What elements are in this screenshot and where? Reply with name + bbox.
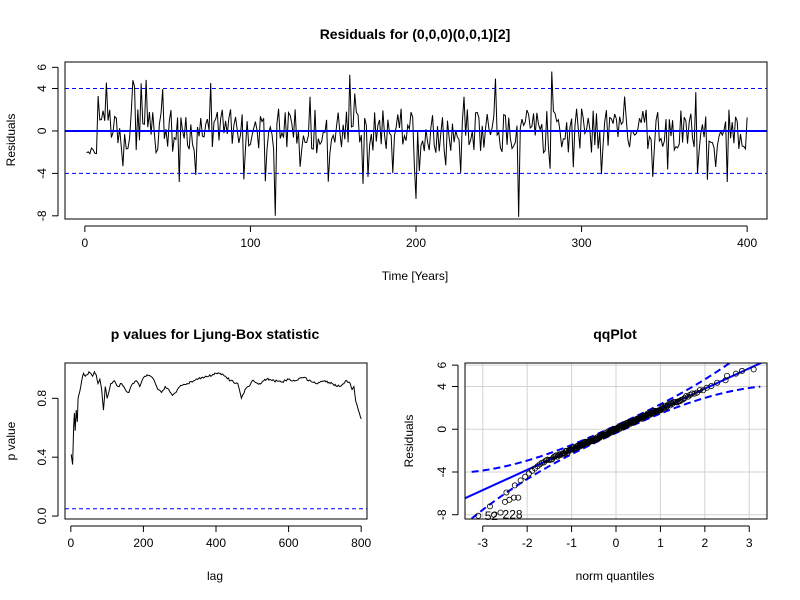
ljung-box-title: p values for Ljung-Box statistic (111, 326, 320, 342)
residuals-ylabel: Residuals (4, 114, 18, 167)
qqplot-point-label: 52 (485, 509, 499, 523)
qqplot-point (664, 403, 671, 410)
residuals-plot-box (64, 61, 768, 220)
qqplot-x-tick-label: 0 (613, 536, 620, 550)
residuals-y-tick-label: -4 (35, 168, 49, 179)
qqplot-y-tick-label: 6 (435, 361, 449, 368)
qqplot-point (696, 387, 703, 394)
ljung-box-x-tick-label: 0 (67, 536, 74, 550)
qqplot-x-tick-label: -1 (566, 536, 577, 550)
qqplot-y-tick-label: -4 (435, 466, 449, 477)
qqplot-point (517, 477, 524, 484)
residuals-x-tick-label: 300 (572, 236, 592, 250)
qqplot-point (511, 482, 518, 489)
qqplot-point (708, 382, 715, 389)
qqplot-point (732, 370, 739, 377)
qqplot-point-label: 228 (503, 508, 523, 522)
qqplot-box (464, 362, 768, 520)
residuals-y-tick-label: 0 (35, 127, 49, 134)
qqplot-point (679, 396, 686, 403)
qqplot-point (724, 372, 731, 379)
qqplot-x-tick-label: 2 (701, 536, 708, 550)
qqplot-y-tick-label: 4 (435, 383, 449, 390)
ljung-box-x-tick-label: 400 (206, 536, 226, 550)
qqplot-title: qqPlot (593, 326, 637, 342)
qqplot-x-tick-label: 3 (746, 536, 753, 550)
qqplot-point (676, 398, 683, 405)
qqplot-point (553, 452, 560, 459)
residuals-series-line (86, 71, 748, 217)
residuals-title: Residuals for (0,0,0)(0,0,1)[2] (320, 26, 511, 42)
residuals-x-tick-label: 100 (240, 236, 260, 250)
ljung-box-y-tick-label: 0.4 (35, 449, 49, 466)
qqplot-point (490, 511, 497, 518)
residuals-x-tick-label: 200 (406, 236, 426, 250)
ljung-box-xlabel: lag (207, 569, 223, 583)
ljung-box-pvalue-line (70, 370, 362, 465)
qqplot-point (750, 366, 757, 373)
qqplot-point (503, 489, 510, 496)
residuals-x-tick-label: 400 (737, 236, 757, 250)
qqplot-point (510, 494, 517, 501)
ljung-box-x-tick-label: 600 (279, 536, 299, 550)
qqplot-ylabel: Residuals (402, 415, 416, 468)
qqplot-point (475, 512, 482, 519)
residuals-time-series-plot: Residuals for (0,0,0)(0,0,1)[2] Time [Ye… (4, 26, 768, 283)
residuals-y-tick-label: 4 (35, 85, 49, 92)
qqplot-point (497, 509, 504, 516)
qqplot-point (486, 503, 493, 510)
residuals-xlabel: Time [Years] (382, 269, 448, 283)
qqplot-upper-band (471, 363, 732, 473)
residuals-y-tick-label: -8 (35, 210, 49, 221)
qqplot-x-tick-label: -3 (477, 536, 488, 550)
residuals-y-tick-label: 6 (35, 64, 49, 71)
qqplot-point (739, 367, 746, 374)
qqplot-y-tick-label: 0 (435, 426, 449, 433)
ljung-box-pvalue-plot: p values for Ljung-Box statistic lag p v… (4, 326, 372, 583)
qqplot-y-tick-label: -8 (435, 509, 449, 520)
qqplot-xlabel: norm quantiles (576, 569, 655, 583)
ljung-box-ylabel: p value (4, 421, 18, 460)
qqplot-point (515, 494, 522, 501)
ljung-box-x-tick-label: 200 (133, 536, 153, 550)
qqplot-point (685, 393, 692, 400)
qq-plot: qqPlot norm quantiles Residuals -3 -2 -1 0 1… (402, 326, 768, 583)
ljung-box-y-tick-label: 0.0 (35, 507, 49, 524)
ljung-box-y-tick-label: 0.8 (35, 390, 49, 407)
qqplot-point (522, 473, 529, 480)
qqplot-point (714, 379, 721, 386)
qqplot-clipped-layer (465, 363, 764, 519)
ljung-box-plot-box (64, 362, 368, 520)
qqplot-x-tick-label: 1 (657, 536, 664, 550)
qqplot-x-tick-label: -2 (522, 536, 533, 550)
ljung-box-x-tick-label: 800 (351, 536, 371, 550)
residuals-x-tick-label: 0 (82, 236, 89, 250)
